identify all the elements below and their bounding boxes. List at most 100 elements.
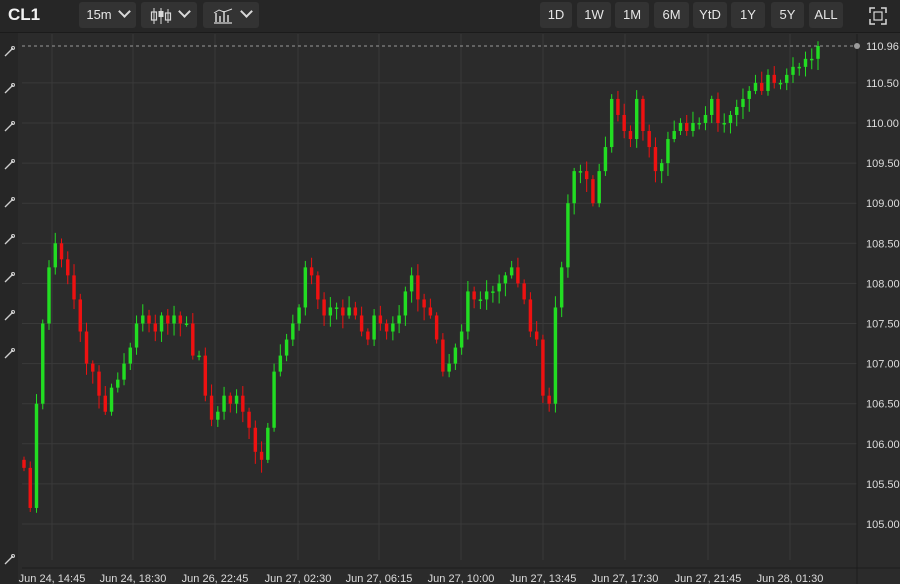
candle-body	[541, 339, 545, 396]
candle-body	[803, 58, 808, 67]
candle-body	[266, 427, 270, 460]
candle-body	[359, 315, 364, 332]
candle	[753, 74, 758, 95]
gann-icon[interactable]	[2, 309, 16, 323]
candle-body	[122, 363, 126, 380]
candle-body	[403, 291, 408, 316]
candle	[666, 131, 670, 176]
candle	[241, 386, 245, 423]
candle	[416, 264, 420, 312]
candle-body	[116, 379, 120, 388]
candle	[553, 296, 558, 413]
candle-body	[647, 131, 651, 148]
fullscreen-button[interactable]	[863, 2, 893, 28]
horizontal-line-icon[interactable]	[2, 120, 16, 134]
pencil-icon[interactable]	[2, 45, 16, 59]
candle-body	[453, 347, 458, 364]
candle	[116, 372, 120, 393]
time-tick-label: Jun 27, 21:45	[675, 573, 742, 584]
candle	[178, 311, 183, 337]
candle	[509, 260, 514, 279]
candle	[797, 62, 801, 76]
candle	[528, 292, 533, 338]
candle	[91, 360, 95, 384]
candle-body	[222, 395, 226, 412]
candle-body	[747, 90, 751, 99]
candle-body	[428, 307, 433, 316]
candle	[384, 319, 389, 340]
price-tick-label: 107.50	[866, 318, 900, 330]
candle	[403, 286, 408, 326]
candle	[616, 90, 620, 122]
drawing-tools-sidebar	[0, 33, 18, 584]
candle-body	[141, 315, 145, 324]
candle-body	[728, 114, 733, 123]
interval-dropdown[interactable]: 15m	[79, 2, 136, 28]
candle	[572, 167, 576, 215]
candle-body	[497, 283, 501, 292]
candle	[397, 305, 401, 334]
candle	[391, 316, 395, 341]
channel-icon[interactable]	[2, 271, 16, 285]
candle	[53, 232, 57, 275]
candle-body	[22, 459, 26, 468]
arc-icon[interactable]	[2, 233, 16, 247]
candle-body	[503, 275, 508, 284]
candle-body	[684, 122, 689, 132]
range-button-6m[interactable]: 6M	[654, 2, 689, 28]
candle-body	[166, 315, 170, 324]
candle	[541, 334, 545, 403]
range-button-1y[interactable]: 1Y	[731, 2, 765, 28]
candle	[141, 304, 145, 332]
trendline-icon[interactable]	[2, 82, 16, 96]
candle	[697, 117, 701, 130]
candle-body	[53, 243, 57, 268]
brush-icon[interactable]	[2, 347, 16, 361]
candle	[291, 314, 295, 346]
candle-body	[553, 307, 558, 404]
candle-body	[459, 331, 464, 348]
candle	[78, 293, 82, 342]
range-button-5y[interactable]: 5Y	[771, 2, 804, 28]
fan-icon[interactable]	[2, 196, 16, 210]
range-button-ytd[interactable]: YtD	[693, 2, 727, 28]
range-button-1d[interactable]: 1D	[540, 2, 572, 28]
candle	[347, 296, 351, 319]
range-button-1w[interactable]: 1W	[577, 2, 611, 28]
candle	[453, 343, 458, 371]
candle-body	[241, 395, 245, 412]
candle-body	[659, 163, 664, 172]
candle-body	[772, 74, 776, 83]
candles	[22, 41, 820, 513]
candle	[609, 94, 614, 153]
candle	[810, 48, 814, 70]
range-button-all[interactable]: ALL	[809, 2, 843, 28]
candle	[34, 394, 39, 513]
candle	[772, 66, 776, 89]
candle	[284, 333, 289, 362]
candle-body	[109, 387, 114, 412]
candle-body	[735, 106, 739, 115]
price-tick-label: 108.00	[866, 278, 900, 290]
price-tick-label: 110.96	[866, 41, 899, 53]
candle-body	[791, 66, 795, 75]
candle-body	[578, 171, 583, 173]
candle	[459, 324, 464, 355]
indicators-dropdown[interactable]	[203, 2, 259, 28]
candle	[466, 280, 470, 340]
candle	[47, 260, 51, 330]
candle-body	[303, 267, 308, 308]
candle	[735, 99, 739, 127]
candle-body	[528, 299, 533, 332]
fib-icon[interactable]	[2, 158, 16, 172]
candle-body	[184, 323, 189, 325]
chart-style-dropdown[interactable]	[141, 2, 197, 28]
range-button-1m[interactable]: 1M	[615, 2, 649, 28]
candle-body	[353, 307, 358, 316]
candle	[622, 103, 626, 139]
candle-body	[628, 131, 633, 140]
time-axis: Jun 24, 14:45 Jun 24, 18:30 Jun 26, 22:45 J…	[19, 573, 824, 584]
eraser-icon[interactable]	[2, 553, 16, 567]
candle	[672, 120, 676, 143]
